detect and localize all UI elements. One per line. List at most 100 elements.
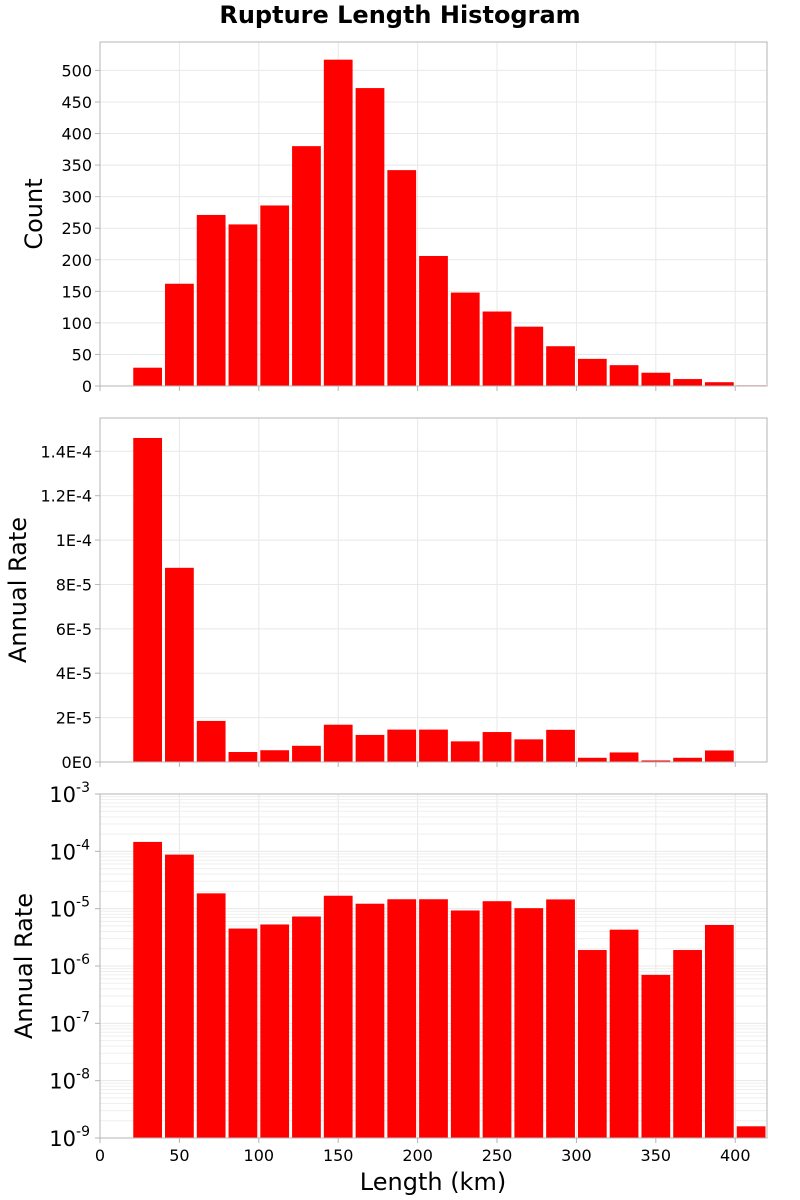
bar bbox=[577, 358, 607, 386]
bar bbox=[673, 757, 702, 762]
bar bbox=[133, 367, 163, 386]
bar bbox=[736, 1126, 766, 1138]
bar bbox=[704, 924, 734, 1138]
panels: 050100150200250300350400450500Count0E02E… bbox=[4, 41, 768, 1165]
bar bbox=[228, 752, 258, 762]
bar bbox=[450, 910, 480, 1138]
bar bbox=[609, 929, 639, 1138]
y-tick-label: 400 bbox=[61, 125, 92, 144]
bar bbox=[228, 224, 258, 386]
bar bbox=[673, 379, 702, 386]
panel-3-y-axis: 10-9 10-8 10-7 10-6 10-5 10-4 10-3 bbox=[49, 780, 100, 1151]
bar bbox=[673, 950, 702, 1138]
bar bbox=[292, 916, 321, 1138]
bar bbox=[133, 841, 163, 1138]
x-tick-label: 50 bbox=[169, 1146, 189, 1165]
y-tick-label: 10-9 bbox=[49, 1124, 90, 1151]
y-tick-label: 2E-5 bbox=[56, 709, 92, 728]
bar bbox=[355, 903, 385, 1138]
bar bbox=[482, 901, 512, 1138]
bar bbox=[419, 255, 448, 386]
y-tick-label: 450 bbox=[61, 93, 92, 112]
bar bbox=[323, 724, 353, 762]
x-tick-label: 200 bbox=[402, 1146, 433, 1165]
y-tick-label: 1.4E-4 bbox=[40, 442, 92, 461]
bar bbox=[609, 365, 639, 386]
bar bbox=[450, 741, 480, 762]
y-tick-label: 10-3 bbox=[49, 780, 90, 807]
y-tick-label: 500 bbox=[61, 61, 92, 80]
panel-2-y-axis: 0E0 2E-5 4E-5 6E-5 8E-5 1E-4 1.2E-4 1.4E-4 bbox=[40, 442, 100, 772]
bar bbox=[641, 372, 671, 386]
bar bbox=[704, 382, 734, 386]
bar bbox=[482, 311, 512, 386]
y-tick-label: 4E-5 bbox=[56, 664, 92, 683]
bar bbox=[355, 88, 385, 387]
bar bbox=[196, 893, 226, 1138]
x-tick-label: 300 bbox=[561, 1146, 592, 1165]
y-tick-label: 10-7 bbox=[49, 1009, 90, 1036]
bar bbox=[419, 729, 448, 762]
x-tick-label: 100 bbox=[244, 1146, 275, 1165]
y-tick-label: 250 bbox=[61, 219, 92, 238]
y-axis-label: Annual Rate bbox=[4, 517, 32, 663]
y-tick-label: 150 bbox=[61, 282, 92, 301]
bar bbox=[292, 745, 321, 762]
panel-2: 0E0 2E-5 4E-5 6E-5 8E-5 1E-4 1.2E-4 1.4E-4 Annua… bbox=[4, 417, 768, 772]
bar bbox=[165, 854, 194, 1138]
bar bbox=[292, 146, 321, 386]
panel-3-x-axis: 0 50 100 150 200 250 300 350 400 bbox=[95, 1138, 751, 1165]
y-tick-label: 0E0 bbox=[62, 753, 92, 772]
bar bbox=[196, 720, 226, 762]
bar bbox=[609, 752, 639, 762]
panel-1-bars bbox=[133, 59, 766, 387]
y-tick-label: 300 bbox=[61, 188, 92, 207]
x-tick-label: 400 bbox=[720, 1146, 751, 1165]
bar bbox=[641, 974, 671, 1138]
bar bbox=[577, 950, 607, 1138]
y-tick-label: 100 bbox=[61, 314, 92, 333]
x-axis-label: Length (km) bbox=[360, 1168, 506, 1196]
bar bbox=[577, 757, 607, 762]
bar bbox=[165, 567, 194, 762]
x-tick-label: 150 bbox=[323, 1146, 354, 1165]
x-tick-label: 250 bbox=[482, 1146, 513, 1165]
panel-3: 10-9 10-8 10-7 10-6 10-5 10-4 10-3 Annual Rate 0… bbox=[10, 780, 768, 1165]
bar bbox=[323, 895, 353, 1138]
bar bbox=[482, 732, 512, 762]
panel-1-y-axis: 0 50 100 150 200 250 300 350 400 450 500 bbox=[61, 61, 100, 396]
bar bbox=[387, 170, 417, 386]
y-tick-label: 6E-5 bbox=[56, 620, 92, 639]
panel-2-x-axis bbox=[99, 762, 736, 767]
bar bbox=[514, 739, 544, 762]
bar bbox=[704, 750, 734, 762]
panel-1-x-axis bbox=[99, 386, 736, 391]
panel-1-frame bbox=[99, 41, 768, 387]
bar bbox=[196, 214, 226, 386]
y-tick-label: 8E-5 bbox=[56, 575, 92, 594]
bar bbox=[165, 283, 194, 386]
bar bbox=[355, 734, 385, 762]
bar bbox=[228, 928, 258, 1138]
bar bbox=[514, 908, 544, 1138]
x-tick-label: 0 bbox=[95, 1146, 105, 1165]
bar bbox=[133, 437, 163, 762]
y-tick-label: 10-8 bbox=[49, 1067, 90, 1094]
y-tick-label: 50 bbox=[72, 345, 92, 364]
y-tick-label: 10-6 bbox=[49, 952, 90, 979]
panel-2-grid bbox=[99, 418, 767, 763]
bar bbox=[387, 899, 417, 1138]
bar bbox=[641, 760, 671, 762]
bar bbox=[387, 729, 417, 762]
panel-3-bars bbox=[133, 841, 766, 1138]
bar bbox=[419, 899, 448, 1138]
bar bbox=[546, 346, 575, 386]
panel-2-frame bbox=[99, 417, 768, 763]
y-tick-label: 200 bbox=[61, 251, 92, 270]
chart-title: Rupture Length Histogram bbox=[219, 1, 580, 29]
y-tick-label: 1.2E-4 bbox=[40, 487, 92, 506]
bar bbox=[546, 729, 575, 762]
panel-2-bars bbox=[133, 437, 766, 762]
panel-1: 0 50 100 150 200 250 300 350 400 450 500 Count bbox=[20, 41, 768, 396]
